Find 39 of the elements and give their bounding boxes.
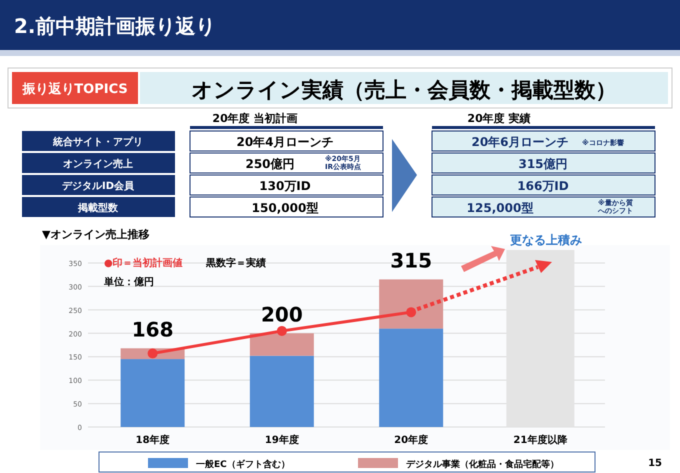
text: 掲載型数 xyxy=(77,202,119,214)
annotation: ●印＝当初計画値 xyxy=(104,257,183,269)
text: 統合サイト・アプリ xyxy=(52,136,143,148)
text: 20年度 実績 xyxy=(467,112,531,125)
text: デジタルID会員 xyxy=(62,180,136,192)
bar xyxy=(379,328,444,427)
text: 250億円 xyxy=(245,157,295,171)
text: オンライン売上 xyxy=(63,158,133,170)
total-label: 315 xyxy=(390,248,432,272)
text: 125,000型 xyxy=(466,201,534,215)
point xyxy=(406,307,416,318)
point xyxy=(276,326,287,336)
text: ▼オンライン売上推移 xyxy=(42,228,150,241)
legend-label: デジタル事業（化粧品・食品宅配等） xyxy=(406,459,559,470)
x-tick-label: 18年度 xyxy=(136,434,170,446)
x-tick-label: 21年度以降 xyxy=(513,434,568,446)
bar xyxy=(120,359,185,427)
text: 166万ID xyxy=(517,179,569,193)
text: 更なる上積み xyxy=(510,233,582,247)
text: 130万ID xyxy=(259,179,311,193)
text: 150,000型 xyxy=(252,201,318,215)
chart-subtitle: オンライン実績（売上・会員数・掲載型数） xyxy=(192,78,616,102)
point xyxy=(148,348,158,358)
bar xyxy=(250,333,314,356)
x-tick-label: 20年度 xyxy=(394,434,428,446)
annotation: 単位：億円 xyxy=(103,276,154,288)
text: 振り返りTOPICS xyxy=(21,81,128,97)
text: 20年度 当初計画 xyxy=(212,112,298,125)
text: 20年6月ローンチ xyxy=(471,135,569,149)
text: 20年4月ローンチ xyxy=(236,135,334,149)
text: 15 xyxy=(648,458,662,469)
legend-label: 一般EC（ギフト含む） xyxy=(196,459,290,470)
total-label: 168 xyxy=(132,317,174,342)
text: 315億円 xyxy=(518,157,568,171)
total-label: 200 xyxy=(261,302,303,326)
annotation: 黒数字＝実績 xyxy=(205,257,266,269)
chart-title: 2.前中期計画振り返り xyxy=(14,14,216,38)
x-tick-label: 19年度 xyxy=(264,434,299,446)
bar xyxy=(250,356,314,427)
